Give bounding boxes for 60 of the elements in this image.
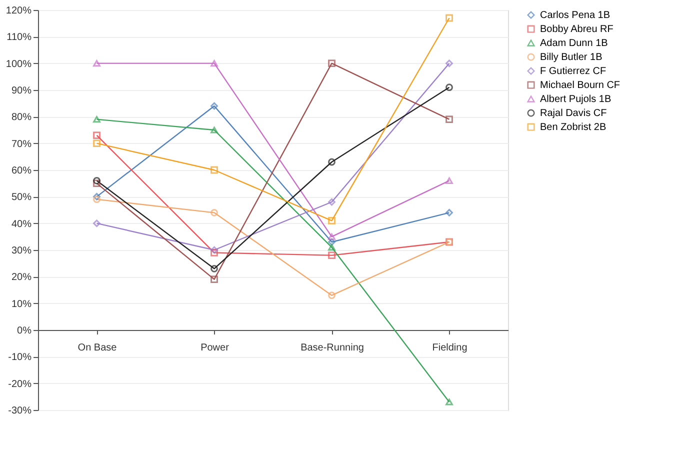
x-tick-label: Base-Running	[300, 342, 364, 354]
point	[446, 14, 453, 22]
y-tick-label: 100%	[6, 58, 32, 70]
point	[210, 102, 218, 110]
point	[328, 238, 336, 246]
x-tick-label: On Base	[78, 342, 118, 354]
point	[446, 60, 453, 68]
point	[446, 177, 453, 184]
point	[93, 192, 100, 200]
point	[210, 208, 218, 216]
point	[328, 292, 336, 300]
y-tick-label: -20%	[8, 378, 32, 390]
point	[93, 180, 100, 188]
point	[210, 246, 218, 254]
y-tick-label: 120%	[6, 6, 32, 16]
point	[210, 166, 218, 174]
legend-label: Carlos Pena 1B	[540, 10, 610, 21]
point	[93, 60, 100, 67]
y-tick-label: 10%	[11, 298, 32, 310]
point	[93, 132, 100, 140]
y-tick-label: 90%	[11, 86, 32, 96]
y-tick-label: 80%	[11, 112, 32, 124]
point	[328, 252, 336, 260]
y-tick-label: 30%	[11, 246, 32, 256]
point	[93, 116, 100, 123]
legend-label: Rajal Davis CF	[540, 108, 607, 119]
legend-label: Albert Pujols 1B	[540, 94, 612, 105]
point	[210, 248, 218, 256]
point	[93, 140, 100, 148]
x-tick-label: Power	[200, 342, 230, 354]
y-tick-label: 70%	[11, 138, 32, 150]
y-tick-label: -30%	[8, 406, 32, 416]
point	[210, 264, 218, 272]
legend-label: Michael Bourn CF	[540, 80, 620, 91]
point	[328, 244, 336, 251]
point	[328, 233, 336, 240]
point	[328, 198, 336, 206]
legend-label: Bobby Abreu RF	[540, 24, 614, 35]
y-tick-label: 20%	[11, 272, 32, 284]
x-tick-label: Fielding	[432, 342, 468, 354]
point	[328, 158, 336, 166]
legend-label: Adam Dunn 1B	[540, 38, 608, 49]
y-tick-label: 60%	[11, 166, 32, 176]
point	[328, 60, 336, 68]
point	[93, 220, 100, 228]
point	[210, 60, 218, 67]
y-tick-label: 110%	[6, 32, 32, 44]
point	[210, 276, 218, 284]
point	[446, 208, 453, 216]
legend-label: Billy Butler 1B	[540, 52, 603, 63]
y-tick-label: 0%	[17, 326, 32, 336]
y-tick-label: 50%	[11, 192, 32, 204]
y-tick-label: 40%	[11, 218, 32, 230]
y-tick-label: -10%	[8, 352, 32, 364]
point	[446, 116, 453, 124]
point	[446, 398, 453, 406]
point	[210, 126, 218, 134]
legend-label: Ben Zobrist 2B	[540, 122, 606, 133]
point	[328, 216, 336, 224]
legend-label: F Gutierrez CF	[540, 66, 606, 77]
